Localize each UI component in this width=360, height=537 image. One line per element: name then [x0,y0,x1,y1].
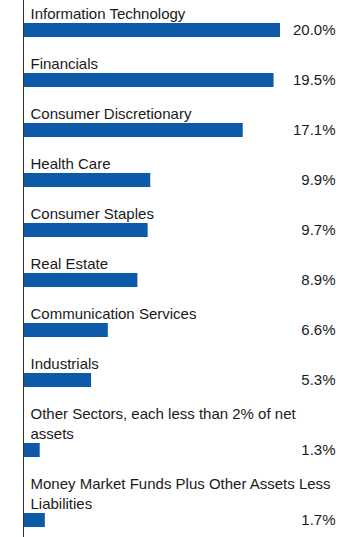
svg-text:9.9%: 9.9% [301,171,335,188]
svg-text:8.9%: 8.9% [301,271,335,288]
svg-text:Communication Services: Communication Services [31,305,197,322]
svg-text:Information Technology: Information Technology [31,5,186,22]
svg-text:Industrials: Industrials [31,355,99,372]
svg-text:6.6%: 6.6% [301,321,335,338]
svg-text:19.5%: 19.5% [293,71,336,88]
svg-text:9.7%: 9.7% [301,221,335,238]
svg-text:Health Care: Health Care [31,155,111,172]
svg-text:Real Estate: Real Estate [31,255,109,272]
svg-text:Other Sectors, each less than: Other Sectors, each less than 2% of neta… [31,405,297,442]
svg-text:Financials: Financials [31,55,99,72]
svg-text:5.3%: 5.3% [301,371,335,388]
svg-text:1.7%: 1.7% [301,511,335,528]
svg-text:Consumer Discretionary: Consumer Discretionary [31,105,192,122]
svg-text:Consumer Staples: Consumer Staples [31,205,154,222]
svg-text:17.1%: 17.1% [293,121,336,138]
svg-text:Money Market Funds Plus Other: Money Market Funds Plus Other Assets Les… [31,475,331,512]
svg-text:20.0%: 20.0% [293,21,336,38]
svg-text:1.3%: 1.3% [301,441,335,458]
